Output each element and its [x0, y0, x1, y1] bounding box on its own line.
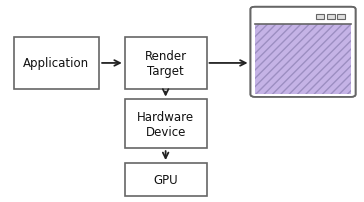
Bar — [327, 15, 335, 20]
Bar — [255, 10, 351, 25]
Bar — [14, 38, 99, 89]
Text: Hardware
Device: Hardware Device — [137, 110, 194, 138]
Bar — [125, 163, 207, 196]
Text: Render
Target: Render Target — [145, 50, 187, 78]
Bar — [255, 25, 351, 95]
FancyBboxPatch shape — [250, 8, 356, 97]
Bar — [125, 100, 207, 148]
Bar — [337, 15, 345, 20]
Text: GPU: GPU — [153, 173, 178, 186]
Text: Application: Application — [23, 57, 90, 70]
Bar — [316, 15, 324, 20]
Bar — [125, 38, 207, 89]
